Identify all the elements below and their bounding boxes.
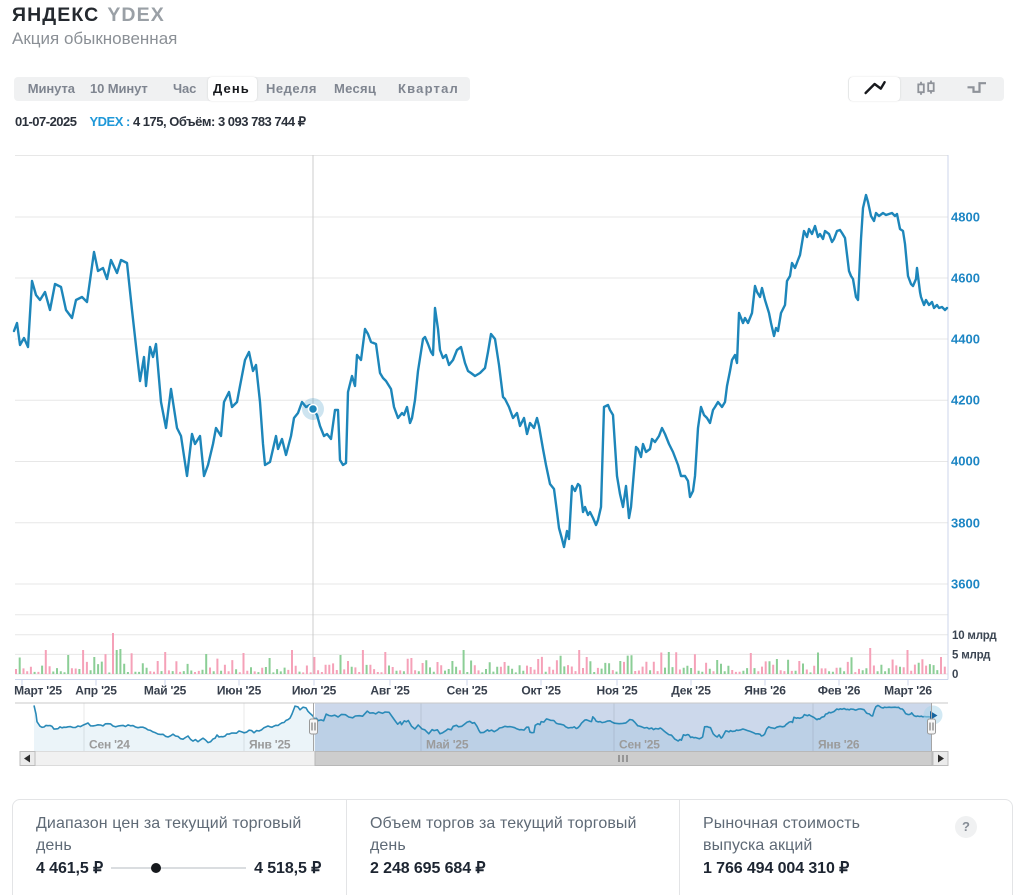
svg-text:Май '25: Май '25 [426,738,469,752]
svg-text:Апр '25: Апр '25 [75,684,117,698]
svg-text:Ноя '25: Ноя '25 [597,684,639,698]
svg-text:Сен '25: Сен '25 [619,738,660,752]
svg-text:Июн '25: Июн '25 [217,684,262,698]
svg-text:4000: 4000 [951,454,980,469]
svg-text:Дек '25: Дек '25 [671,684,711,698]
svg-text:Сен '25: Сен '25 [447,684,488,698]
svg-text:Янв '25: Янв '25 [249,738,291,752]
svg-text:Март '26: Март '26 [884,684,932,698]
svg-text:4400: 4400 [951,332,980,347]
svg-text:3600: 3600 [951,577,980,592]
svg-text:4800: 4800 [951,210,980,225]
svg-text:5 млрд: 5 млрд [952,650,991,662]
svg-text:3800: 3800 [951,516,980,531]
svg-text:Март '25: Март '25 [14,684,62,698]
svg-text:Июл '25: Июл '25 [292,684,337,698]
svg-text:Сен '24: Сен '24 [89,738,130,752]
svg-text:Окт '25: Окт '25 [521,684,561,698]
svg-text:Май '25: Май '25 [144,684,187,698]
svg-text:Авг '25: Авг '25 [370,684,410,698]
svg-text:4600: 4600 [951,271,980,286]
svg-text:Янв '26: Янв '26 [744,684,786,698]
svg-text:Янв '26: Янв '26 [818,738,860,752]
svg-text:10 млрд: 10 млрд [952,630,997,642]
svg-text:4200: 4200 [951,393,980,408]
svg-text:Фев '26: Фев '26 [818,684,861,698]
svg-text:0: 0 [952,669,958,681]
